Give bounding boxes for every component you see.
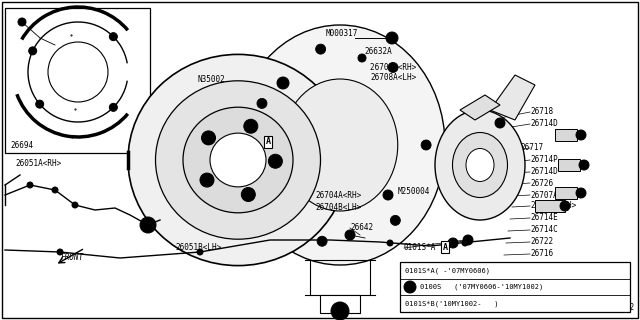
Ellipse shape <box>156 81 321 239</box>
Polygon shape <box>490 75 535 120</box>
Circle shape <box>576 188 586 198</box>
Text: 26707B<LH>: 26707B<LH> <box>530 202 576 211</box>
Circle shape <box>29 47 36 55</box>
Ellipse shape <box>466 148 494 181</box>
Ellipse shape <box>235 25 445 265</box>
Text: 0101S*B('10MY1002-   ): 0101S*B('10MY1002- ) <box>405 300 499 307</box>
Circle shape <box>390 215 401 225</box>
Text: A263001202: A263001202 <box>589 303 635 312</box>
Circle shape <box>463 235 473 245</box>
Circle shape <box>109 103 117 111</box>
Text: 0101S*A( -'07MY0606): 0101S*A( -'07MY0606) <box>405 267 490 274</box>
Bar <box>555 129 577 141</box>
Text: A: A <box>266 138 271 147</box>
Circle shape <box>140 217 156 233</box>
Bar <box>535 200 565 212</box>
Text: 26722: 26722 <box>530 237 553 246</box>
Text: 26051B<LH>: 26051B<LH> <box>175 244 221 252</box>
Circle shape <box>495 118 505 128</box>
Bar <box>558 159 580 171</box>
Bar <box>5 8 150 153</box>
Text: 26714P: 26714P <box>530 156 557 164</box>
Circle shape <box>421 140 431 150</box>
Text: 26694: 26694 <box>10 140 33 149</box>
Text: 26726: 26726 <box>530 179 553 188</box>
Text: 26051A<RH>: 26051A<RH> <box>15 158 61 167</box>
Circle shape <box>27 182 33 188</box>
Circle shape <box>18 18 26 26</box>
Circle shape <box>386 32 398 44</box>
Text: 26708A<LH>: 26708A<LH> <box>370 74 416 83</box>
Circle shape <box>316 44 326 54</box>
Circle shape <box>358 54 366 62</box>
Circle shape <box>257 99 267 108</box>
Circle shape <box>448 238 458 248</box>
Text: M000317: M000317 <box>326 29 358 38</box>
Circle shape <box>345 230 355 240</box>
Text: 0101S*A: 0101S*A <box>404 244 436 252</box>
Text: 26714E: 26714E <box>530 213 557 222</box>
Circle shape <box>383 190 393 200</box>
Ellipse shape <box>183 107 293 213</box>
Text: FRONT: FRONT <box>60 252 84 261</box>
Circle shape <box>244 119 258 133</box>
Text: N35002: N35002 <box>197 76 225 84</box>
Bar <box>320 295 360 313</box>
Bar <box>400 262 630 312</box>
Circle shape <box>388 62 398 72</box>
Text: ①: ① <box>146 222 150 228</box>
Text: 26707A<RH>: 26707A<RH> <box>530 190 576 199</box>
Circle shape <box>331 302 349 320</box>
Circle shape <box>579 160 589 170</box>
Text: 26718: 26718 <box>530 108 553 116</box>
Text: M250004: M250004 <box>398 188 430 196</box>
Text: 26714C: 26714C <box>530 226 557 235</box>
Text: 26708 <RH>: 26708 <RH> <box>370 63 416 73</box>
Circle shape <box>36 100 44 108</box>
Text: 26704A<RH>: 26704A<RH> <box>315 190 361 199</box>
Circle shape <box>57 249 63 255</box>
Text: 26700: 26700 <box>165 150 188 159</box>
Circle shape <box>109 33 117 41</box>
Text: 26632A: 26632A <box>364 47 392 57</box>
Circle shape <box>241 188 255 202</box>
Text: 0100S   ('07MY0606-'10MY1002): 0100S ('07MY0606-'10MY1002) <box>420 284 543 290</box>
Circle shape <box>72 202 78 208</box>
Text: A: A <box>442 243 447 252</box>
Circle shape <box>560 201 570 211</box>
Ellipse shape <box>452 132 508 197</box>
Circle shape <box>197 249 203 255</box>
Circle shape <box>277 77 289 89</box>
Text: ①: ① <box>408 284 412 290</box>
Circle shape <box>268 154 282 168</box>
Text: 26704B<LH>: 26704B<LH> <box>315 203 361 212</box>
Circle shape <box>202 131 216 145</box>
Text: 26716: 26716 <box>530 250 553 259</box>
Circle shape <box>258 183 268 193</box>
Circle shape <box>387 240 393 246</box>
Bar <box>555 187 577 199</box>
Ellipse shape <box>282 79 397 211</box>
Text: ①: ① <box>338 307 342 316</box>
Text: 26714D: 26714D <box>530 119 557 129</box>
Circle shape <box>404 281 416 293</box>
Circle shape <box>52 187 58 193</box>
Polygon shape <box>460 95 500 120</box>
Circle shape <box>317 236 327 246</box>
Circle shape <box>200 173 214 187</box>
Ellipse shape <box>128 54 348 266</box>
Text: 26717: 26717 <box>520 143 543 153</box>
Circle shape <box>462 240 468 246</box>
Text: 26642: 26642 <box>350 223 373 233</box>
Ellipse shape <box>435 110 525 220</box>
Text: 26714D: 26714D <box>530 167 557 177</box>
Circle shape <box>576 130 586 140</box>
Ellipse shape <box>210 133 266 187</box>
